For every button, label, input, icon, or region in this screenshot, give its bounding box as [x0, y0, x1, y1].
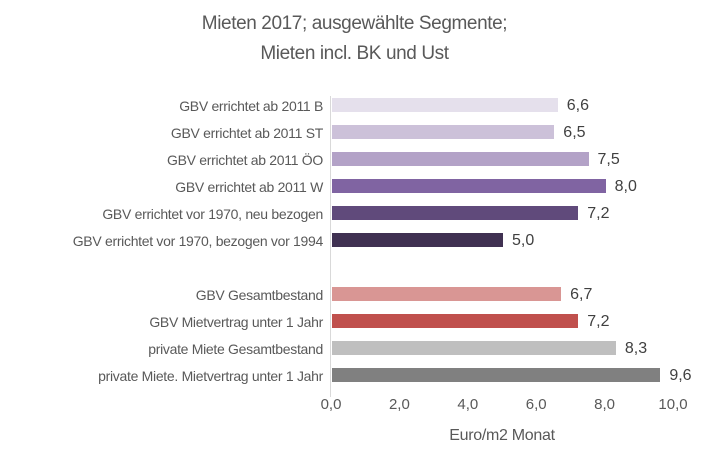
bar-value-label: 8,0	[614, 177, 637, 195]
x-axis-title: Euro/m2 Monat	[449, 427, 555, 444]
y-axis-line	[330, 96, 331, 397]
bar	[332, 314, 579, 328]
category-label: private Miete. Mietvertrag unter 1 Jahr	[98, 367, 323, 384]
category-label: GBV errichtet ab 2011 B	[179, 97, 323, 114]
bar-row: GBV Gesamtbestand 6,7	[0, 281, 709, 308]
x-axis-tick-label: 4,0	[457, 396, 479, 413]
chart-title-line1: Mieten 2017; ausgewählte Segmente;	[201, 13, 508, 34]
bar-track: 6,5	[331, 119, 673, 146]
bar	[332, 206, 579, 220]
bar-track: 7,2	[331, 200, 673, 227]
bar	[332, 98, 558, 112]
category-label: GBV errichtet vor 1970, bezogen vor 1994	[72, 232, 324, 249]
bar-row: GBV errichtet vor 1970, bezogen vor 1994…	[0, 227, 709, 254]
category-label: GBV errichtet ab 2011 ST	[170, 124, 323, 141]
bar-value-label: 6,5	[563, 123, 586, 141]
bar	[332, 179, 606, 193]
bar-track: 7,2	[331, 308, 673, 335]
category-label: GBV Gesamtbestand	[195, 286, 324, 303]
chart-title: Mieten 2017; ausgewählte Segmente; Miete…	[0, 0, 709, 69]
bar-value-label: 6,6	[566, 96, 589, 114]
bar-track: 8,0	[331, 173, 673, 200]
bar-value-label: 7,2	[587, 204, 610, 222]
bar	[332, 125, 555, 139]
category-label: GBV errichtet ab 2011 ÖO	[167, 151, 323, 168]
x-axis-tick-label: 10,0	[658, 396, 688, 413]
bar-row: GBV errichtet vor 1970, neu bezogen 7,2	[0, 200, 709, 227]
x-axis-tick-label: 8,0	[594, 396, 616, 413]
bar	[332, 368, 661, 382]
x-axis-tick-label: 6,0	[525, 396, 547, 413]
bar-row: GBV errichtet ab 2011 ST 6,5	[0, 119, 709, 146]
bar-row: GBV errichtet ab 2011 W 8,0	[0, 173, 709, 200]
bar-value-label: 5,0	[512, 231, 535, 249]
bar-row: GBV Mietvertrag unter 1 Jahr 7,2	[0, 308, 709, 335]
plot-area: GBV errichtet ab 2011 B 6,6 GBV errichtet …	[0, 92, 709, 397]
bar-track: 6,6	[331, 92, 673, 119]
category-label: GBV errichtet vor 1970, neu bezogen	[102, 205, 323, 222]
bar	[332, 341, 616, 355]
x-axis-tick-label: 2,0	[388, 396, 410, 413]
group-spacer-row	[0, 254, 709, 281]
bar	[332, 287, 562, 301]
x-axis-tick-label: 0,0	[320, 396, 342, 413]
category-label: GBV Mietvertrag unter 1 Jahr	[149, 313, 323, 330]
bar	[332, 233, 503, 247]
bar-value-label: 6,7	[570, 285, 593, 303]
x-axis-ticks: 0,0 2,0 4,0 6,0 8,0 10,0	[321, 396, 688, 416]
bar-row: GBV errichtet ab 2011 B 6,6	[0, 92, 709, 119]
bar-row: private Miete. Mietvertrag unter 1 Jahr 9…	[0, 362, 709, 389]
bar-track: 9,6	[331, 362, 692, 389]
bar-track: 6,7	[331, 281, 673, 308]
category-label: private Miete Gesamtbestand	[148, 340, 323, 357]
chart-title-line2: Mieten incl. BK und Ust	[260, 43, 449, 64]
bar-value-label: 8,3	[624, 339, 648, 357]
bar-row: private Miete Gesamtbestand 8,3	[0, 335, 709, 362]
bar-value-label: 7,2	[587, 312, 610, 330]
bar-value-label: 9,6	[669, 366, 692, 384]
bar-row: GBV errichtet ab 2011 ÖO 7,5	[0, 146, 709, 173]
bar-track: 5,0	[331, 227, 673, 254]
bar-track: 7,5	[331, 146, 673, 173]
bar	[332, 152, 589, 166]
bar-value-label: 7,5	[597, 150, 620, 168]
category-label: GBV errichtet ab 2011 W	[175, 178, 323, 195]
bar-track: 8,3	[331, 335, 673, 362]
